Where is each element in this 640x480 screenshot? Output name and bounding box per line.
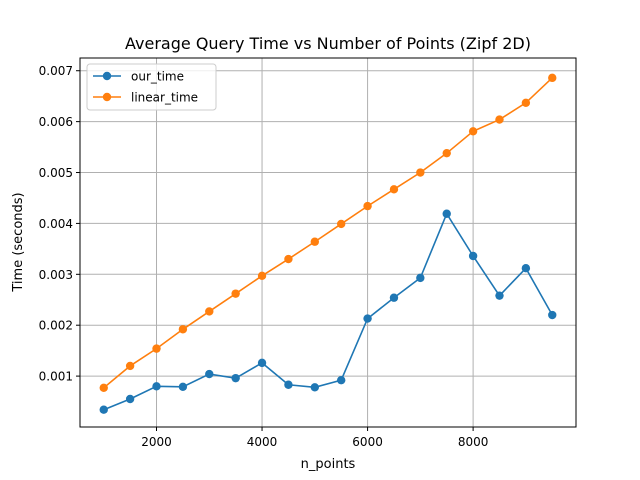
data-point-our_time — [336, 375, 346, 385]
data-point-linear_time — [495, 115, 504, 124]
data-point-our_time — [284, 380, 293, 389]
data-point-linear_time — [125, 361, 135, 371]
series-layer — [99, 73, 557, 414]
data-point-linear_time — [363, 201, 372, 211]
series-line-linear_time — [103, 77, 553, 389]
data-point-our_time — [231, 373, 240, 383]
data-point-our_time — [521, 264, 531, 273]
data-point-our_time — [99, 405, 108, 414]
y-tick-label: 0.006 — [39, 115, 73, 129]
data-point-our_time — [257, 358, 267, 368]
data-point-our_time — [416, 273, 425, 283]
chart-title: Average Query Time vs Number of Points (… — [125, 34, 531, 53]
data-point-linear_time — [548, 73, 557, 83]
data-point-linear_time — [205, 307, 214, 316]
x-tick-label: 2000 — [141, 435, 172, 449]
data-point-linear_time — [468, 127, 478, 136]
data-point-our_time — [389, 293, 399, 302]
y-tick-label: 0.001 — [39, 370, 73, 384]
data-point-our_time — [178, 382, 188, 391]
data-point-our_time — [310, 383, 320, 392]
data-point-linear_time — [389, 185, 399, 194]
data-point-linear_time — [336, 219, 346, 229]
data-point-linear_time — [231, 289, 240, 298]
data-point-our_time — [548, 310, 557, 320]
data-point-our_time — [125, 394, 135, 404]
data-point-linear_time — [521, 98, 531, 107]
data-point-our_time — [442, 209, 451, 218]
x-tick-label: 6000 — [352, 435, 383, 449]
x-tick-label: 4000 — [247, 435, 278, 449]
y-tick-label: 0.002 — [39, 319, 73, 333]
data-point-our_time — [363, 314, 372, 323]
y-tick-label: 0.003 — [39, 268, 73, 282]
data-point-linear_time — [284, 254, 293, 264]
data-point-linear_time — [99, 383, 108, 393]
data-point-our_time — [495, 291, 504, 300]
data-point-linear_time — [442, 148, 451, 158]
y-axis-label: Time (seconds) — [11, 192, 26, 292]
data-point-linear_time — [310, 237, 320, 246]
legend-label-our_time: our_time — [131, 70, 184, 84]
series-line-our_time — [103, 211, 553, 411]
legend: our_time linear_time — [86, 63, 217, 111]
legend-marker-our_time — [102, 71, 112, 81]
data-point-linear_time — [152, 344, 161, 353]
data-point-linear_time — [178, 325, 188, 334]
legend-marker-linear_time — [102, 92, 112, 102]
data-point-linear_time — [416, 168, 425, 177]
data-point-our_time — [152, 382, 161, 391]
data-point-our_time — [205, 369, 214, 379]
ticks: 2000 4000 6000 8000 0.001 0.002 0.003 0.004 0.00… — [39, 64, 489, 449]
data-point-linear_time — [257, 271, 267, 281]
plot-frame — [79, 57, 577, 428]
y-tick-label: 0.007 — [39, 64, 73, 78]
y-tick-label: 0.004 — [39, 217, 73, 231]
x-axis-label: n_points — [301, 457, 356, 472]
y-tick-label: 0.005 — [39, 166, 73, 180]
legend-label-linear_time: linear_time — [131, 91, 198, 105]
x-tick-label: 8000 — [458, 435, 489, 449]
data-point-our_time — [468, 251, 478, 261]
